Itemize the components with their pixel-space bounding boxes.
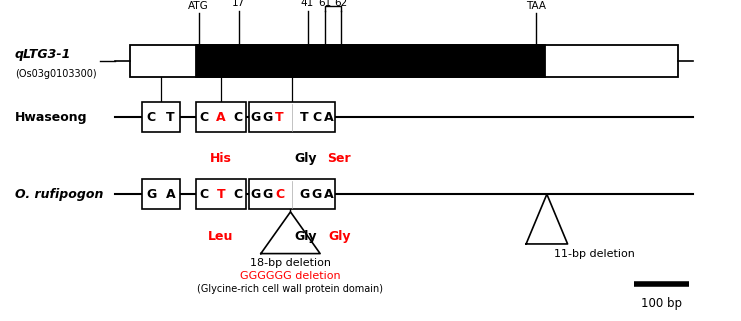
Text: T: T <box>216 188 225 201</box>
Text: C: C <box>147 111 156 124</box>
Text: G: G <box>262 188 273 201</box>
Text: G: G <box>250 111 260 124</box>
Text: C: C <box>275 188 285 201</box>
Text: C: C <box>312 111 321 124</box>
Bar <box>249 102 335 132</box>
Bar <box>142 179 180 209</box>
Text: O. rufipogon: O. rufipogon <box>15 188 103 201</box>
Text: Gly: Gly <box>295 230 317 242</box>
Text: G: G <box>311 188 322 201</box>
Bar <box>142 102 180 132</box>
Text: 41: 41 <box>301 0 314 8</box>
Bar <box>196 179 246 209</box>
Text: G: G <box>146 188 156 201</box>
Text: st: st <box>316 0 323 3</box>
Text: (Glycine-rich cell wall protein domain): (Glycine-rich cell wall protein domain) <box>197 284 384 294</box>
Text: T: T <box>276 111 284 124</box>
Text: Ser: Ser <box>328 152 351 165</box>
Text: th: th <box>247 0 255 3</box>
Text: th: th <box>349 0 357 3</box>
Text: G: G <box>250 188 260 201</box>
Text: A: A <box>324 111 333 124</box>
Text: Gly: Gly <box>328 230 350 242</box>
Bar <box>130 45 678 77</box>
Bar <box>249 179 335 209</box>
Text: TAA: TAA <box>526 1 545 11</box>
Text: 61: 61 <box>318 0 331 8</box>
Text: C: C <box>233 188 242 201</box>
Text: T: T <box>166 111 175 124</box>
Text: 100 bp: 100 bp <box>641 297 682 310</box>
Text: 11-bp deletion: 11-bp deletion <box>554 249 635 259</box>
Text: 17: 17 <box>232 0 245 8</box>
Text: C: C <box>233 111 242 124</box>
Bar <box>196 102 246 132</box>
Text: GGGGGG deletion: GGGGGG deletion <box>240 271 341 281</box>
Bar <box>196 45 545 77</box>
Text: His: His <box>210 152 232 165</box>
Text: ATG: ATG <box>188 1 209 11</box>
Text: qLTG3-1: qLTG3-1 <box>15 48 71 61</box>
Text: C: C <box>199 111 208 124</box>
Text: st: st <box>333 0 340 3</box>
Text: (Os03g0103300): (Os03g0103300) <box>15 69 96 79</box>
Text: A: A <box>166 188 175 201</box>
Text: 18-bp deletion: 18-bp deletion <box>250 258 331 268</box>
Text: A: A <box>324 188 333 201</box>
Text: Gly: Gly <box>295 152 317 165</box>
Text: T: T <box>300 111 308 124</box>
Text: G: G <box>299 188 309 201</box>
Text: 62: 62 <box>334 0 348 8</box>
Text: C: C <box>199 188 208 201</box>
Text: Hwaseong: Hwaseong <box>15 111 87 124</box>
Text: Leu: Leu <box>208 230 233 242</box>
Text: A: A <box>216 111 225 124</box>
Text: G: G <box>262 111 273 124</box>
